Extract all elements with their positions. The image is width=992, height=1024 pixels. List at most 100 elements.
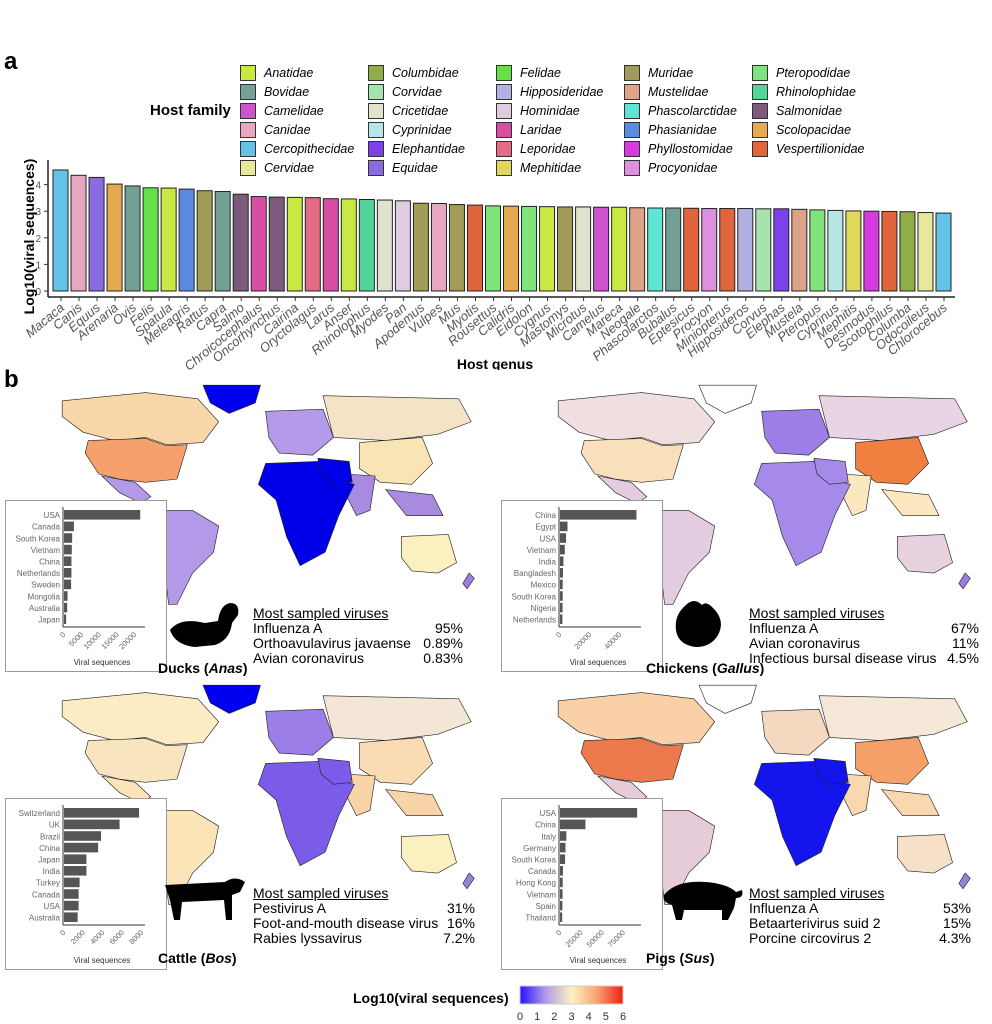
legend-swatch xyxy=(240,64,256,81)
country-region-sea xyxy=(880,489,940,516)
legend-item: Canidae xyxy=(240,120,311,139)
legend-label: Cricetidae xyxy=(392,103,449,118)
silhouette-shape xyxy=(165,878,245,920)
country-region-mideast xyxy=(317,457,353,485)
country-region-mideast xyxy=(813,757,849,785)
inset-bar xyxy=(560,854,566,864)
inset-bar xyxy=(64,614,67,624)
inset-category-label: Germany xyxy=(523,844,556,853)
inset-category-label: UK xyxy=(49,821,61,830)
map-panel-ducks: USA Canada South Korea Vietnam China Netherla… xyxy=(0,380,480,680)
virus-percentage: 4.5% xyxy=(947,650,979,666)
cattle-silhouette-icon xyxy=(165,878,245,920)
legend-label: Pteropodidae xyxy=(776,65,851,80)
legend-swatch xyxy=(624,83,640,100)
legend-item: Phascolarctidae xyxy=(624,101,737,120)
bar xyxy=(647,207,664,292)
legend-swatch xyxy=(496,83,512,100)
legend-swatch xyxy=(496,159,512,176)
bar xyxy=(773,208,790,292)
inset-bar xyxy=(64,866,87,876)
legend-swatch xyxy=(240,140,256,157)
legend-swatch xyxy=(624,102,640,119)
inset-category-label: Nigeria xyxy=(531,604,557,613)
inset-category-label: Canada xyxy=(32,890,61,899)
colorbar-tick-label: 3 xyxy=(568,1011,574,1023)
inset-x-tick-label: 10000 xyxy=(82,630,103,651)
inset-bar xyxy=(64,912,78,922)
bar xyxy=(593,206,610,292)
inset-x-tick-label: 75000 xyxy=(606,928,627,949)
inset-category-label: Australia xyxy=(29,604,61,613)
bar xyxy=(935,212,952,292)
colorbar-tick-label: 2 xyxy=(551,1011,557,1023)
colorbar-tick-label: 1 xyxy=(534,1011,540,1023)
inset-category-label: Switzerland xyxy=(19,809,60,818)
legend-swatch xyxy=(624,159,640,176)
legend-item: Felidae xyxy=(496,63,561,82)
inset-bar xyxy=(64,591,68,601)
legend-swatch xyxy=(368,64,384,81)
animal-common-name: Cattle xyxy=(158,950,197,966)
virus-percentage: 67% xyxy=(950,620,979,636)
inset-x-tick-label: 20000 xyxy=(117,630,138,651)
bar xyxy=(52,169,69,292)
inset-bar xyxy=(560,568,563,578)
legend-title: Host family xyxy=(150,102,231,119)
inset-category-label: Netherlands xyxy=(513,616,556,625)
bar xyxy=(557,206,574,292)
country-region-greenland xyxy=(202,384,261,414)
legend-swatch xyxy=(624,64,640,81)
inset-bar xyxy=(64,521,74,532)
virus-name: Infectious bursal disease virus xyxy=(749,650,937,666)
virus-name: Avian coronavirus xyxy=(253,650,365,666)
inset-x-tick-label: 8000 xyxy=(127,928,145,946)
inset-bar xyxy=(64,889,79,899)
legend-label: Anatidae xyxy=(264,65,314,80)
bar xyxy=(268,196,285,292)
inset-category-label: Australia xyxy=(29,914,61,923)
virus-row: Influenza A 95% xyxy=(253,621,463,636)
y-tick-label: 2 xyxy=(35,234,41,245)
country-region-nz xyxy=(462,872,475,890)
virus-row: Pestivirus A 31% xyxy=(253,901,475,916)
legend-item: Phyllostomidae xyxy=(624,139,733,158)
bar xyxy=(917,212,934,292)
inset-category-label: South Korea xyxy=(16,534,61,543)
animal-label: Ducks (Anas) xyxy=(158,660,248,676)
legend-swatch xyxy=(496,64,512,81)
inset-bar xyxy=(64,579,72,590)
inset-bar xyxy=(560,521,568,532)
animal-label: Cattle (Bos) xyxy=(158,950,237,966)
legend-item: Cyprinidae xyxy=(368,120,452,139)
colorbar-title: Log10(viral sequences) xyxy=(353,990,509,1006)
legend-swatch xyxy=(368,83,384,100)
legend-label: Mustelidae xyxy=(648,84,709,99)
colorbar-tick-label: 0 xyxy=(517,1011,523,1023)
bar xyxy=(665,207,682,292)
inset-x-tick-label: 0 xyxy=(554,630,563,639)
legend-item: Corvidae xyxy=(368,82,442,101)
legend-item: Cercopithecidae xyxy=(240,139,354,158)
inset-x-tick-label: 50000 xyxy=(585,928,606,949)
legend-label: Phascolarctidae xyxy=(648,103,737,118)
legend-label: Rhinolophidae xyxy=(776,84,856,99)
bar xyxy=(214,191,231,292)
legend-label: Salmonidae xyxy=(776,103,843,118)
inset-bar xyxy=(64,556,72,566)
country-region-australia xyxy=(400,534,457,574)
inset-x-tick-label: 25000 xyxy=(563,928,584,949)
inset-category-label: USA xyxy=(44,902,61,911)
bar xyxy=(719,208,736,292)
colorbar-tick-label: 5 xyxy=(603,1011,609,1023)
legend-item: Anatidae xyxy=(240,63,313,82)
virus-row: Influenza A 53% xyxy=(749,901,971,916)
virus-row: Influenza A 67% xyxy=(749,621,979,636)
country-region-na xyxy=(557,392,716,446)
y-tick-label: 3 xyxy=(35,207,41,218)
virus-name: Rabies lyssavirus xyxy=(253,930,362,946)
legend-item: Muridae xyxy=(624,63,693,82)
country-region-usa xyxy=(84,738,188,783)
country-region-china xyxy=(359,737,433,785)
inset-bar xyxy=(560,842,566,853)
